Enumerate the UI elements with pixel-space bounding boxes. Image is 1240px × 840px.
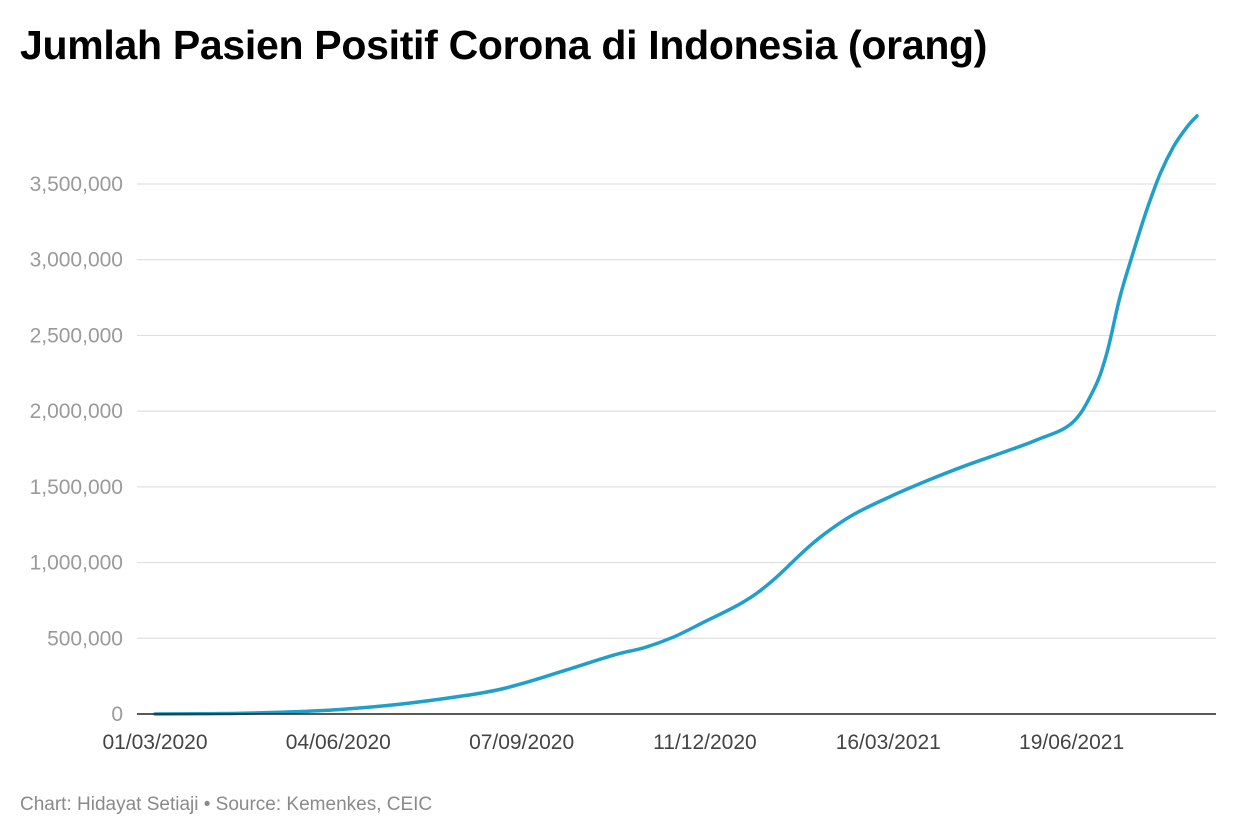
- y-tick-label: 500,000: [47, 627, 123, 650]
- y-tick-label: 1,000,000: [30, 552, 123, 575]
- y-tick-label: 2,500,000: [30, 324, 123, 347]
- chart-footer: Chart: Hidayat Setiaji • Source: Kemenke…: [20, 794, 433, 815]
- series-layer: [153, 114, 1199, 716]
- x-tick-label: 07/09/2020: [469, 731, 574, 754]
- x-tick-label: 16/03/2021: [836, 731, 941, 754]
- x-tick-label: 01/03/2020: [102, 731, 207, 754]
- y-tick-label: 2,000,000: [30, 400, 123, 423]
- y-tick-label: 3,500,000: [30, 173, 123, 196]
- series-line: [153, 114, 1199, 716]
- gridlines: [137, 183, 1216, 639]
- x-tick-label: 19/06/2021: [1019, 731, 1124, 754]
- y-axis-ticks: 0 500,000 1,000,000 1,500,000 2,000,000 2,500…: [30, 173, 123, 726]
- x-tick-label: 04/06/2020: [286, 731, 391, 754]
- y-tick-label: 3,000,000: [30, 249, 123, 272]
- x-axis-ticks: 01/03/2020 04/06/2020 07/09/2020 11/12/2020…: [102, 731, 1124, 754]
- y-tick-label: 1,500,000: [30, 476, 123, 499]
- y-tick-label: 0: [111, 703, 123, 726]
- chart-title: Jumlah Pasien Positif Corona di Indonesi…: [20, 22, 988, 68]
- x-tick-label: 11/12/2020: [653, 731, 757, 754]
